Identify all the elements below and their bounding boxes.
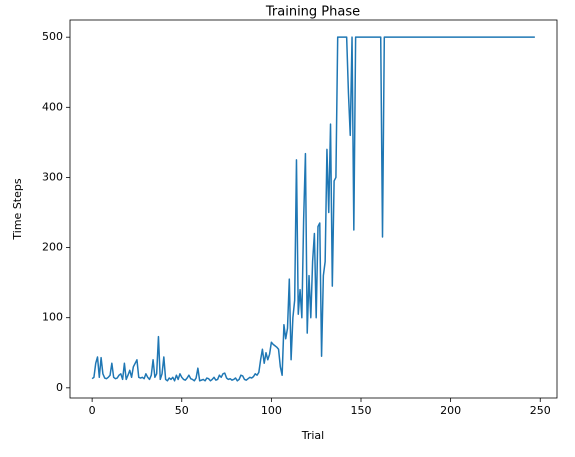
x-axis-label: Trial (301, 429, 324, 442)
y-tick-label: 100 (42, 311, 63, 324)
x-tick-label: 50 (175, 404, 189, 417)
axes-frame (69, 19, 558, 399)
y-tick-label: 200 (42, 241, 63, 254)
y-tick-label: 0 (56, 381, 63, 394)
x-tick-label: 200 (440, 404, 461, 417)
y-axis-label: Time Steps (11, 178, 24, 240)
y-tick-label: 500 (42, 30, 63, 43)
y-tick-label: 300 (42, 170, 63, 183)
chart-title: Training Phase (265, 5, 360, 20)
y-tick-label: 400 (42, 100, 63, 113)
data-line (91, 36, 535, 382)
x-tick-label: 0 (89, 404, 96, 417)
x-tick-label: 250 (530, 404, 551, 417)
x-tick-label: 100 (261, 404, 282, 417)
x-tick-label: 150 (350, 404, 371, 417)
